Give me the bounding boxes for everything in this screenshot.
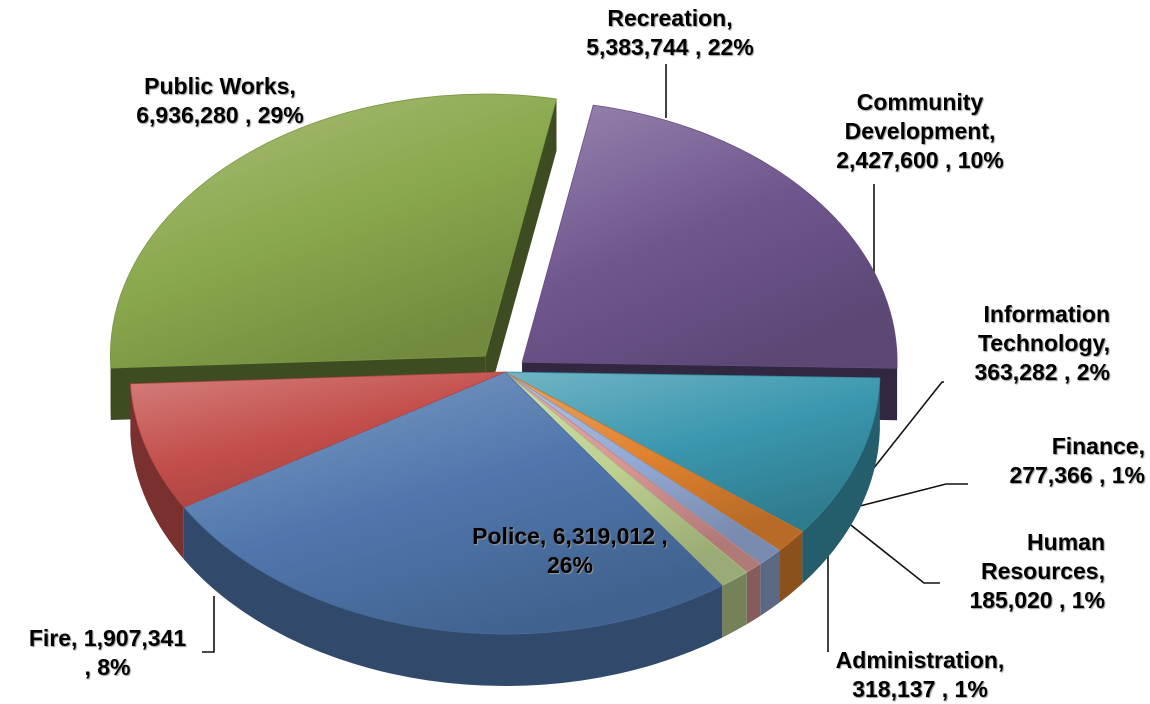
label-finance-line1: Finance,: [1051, 433, 1145, 459]
label-police: Police, 6,319,012 , 26%: [420, 522, 720, 580]
slice-side-human-resources: [746, 563, 761, 625]
label-information-technology-line1: Information: [983, 301, 1111, 327]
slice-cut-public-works-1: [485, 98, 557, 409]
slice-side-community-development: [802, 377, 880, 584]
label-public-works-line1: Public Works,: [144, 73, 296, 99]
label-human-resources-line3: 185,020 , 1%: [969, 587, 1105, 613]
slice-recreation: [521, 104, 898, 369]
label-administration-line1: Administration,: [835, 647, 1005, 673]
slice-side-information-technology: [779, 531, 803, 603]
label-information-technology: Information Technology, 363,282 , 2%: [880, 300, 1110, 387]
slice-side-administration: [722, 572, 747, 638]
label-public-works-line2: 6,936,280 , 29%: [136, 102, 304, 128]
slice-side-finance: [760, 550, 780, 616]
label-community-development-line1: Community: [856, 89, 984, 115]
label-public-works: Public Works, 6,936,280 , 29%: [70, 72, 370, 130]
leader-line-fire: [202, 596, 215, 653]
label-finance: Finance, 277,366 , 1%: [900, 432, 1145, 490]
label-fire-line1: Fire, 1,907,341: [28, 625, 187, 651]
label-human-resources-line1: Human: [1027, 529, 1105, 555]
slice-police: [183, 371, 723, 635]
slice-fire: [129, 371, 506, 508]
slice-side-police: [183, 507, 723, 686]
pie-slices: [109, 93, 898, 686]
label-information-technology-line3: 363,282 , 2%: [974, 359, 1110, 385]
label-human-resources: Human Resources, 185,020 , 1%: [880, 528, 1105, 615]
label-information-technology-line2: Technology,: [977, 330, 1110, 356]
label-community-development-line3: 2,427,600 , 10%: [836, 147, 1004, 173]
leader-lines: [202, 64, 968, 653]
label-administration: Administration, 318,137 , 1%: [780, 646, 1060, 704]
label-recreation-line1: Recreation,: [607, 5, 733, 31]
label-police-line1: Police, 6,319,012 ,: [472, 523, 668, 549]
label-human-resources-line2: Resources,: [980, 558, 1105, 584]
label-community-development: Community Development, 2,427,600 , 10%: [770, 88, 1070, 175]
label-recreation: Recreation, 5,383,744 , 22%: [520, 4, 820, 62]
label-police-line2: 26%: [546, 552, 594, 578]
label-finance-line2: 277,366 , 1%: [1009, 462, 1145, 488]
leader-line-information-technology: [857, 381, 944, 489]
slice-side-fire: [130, 383, 184, 560]
label-fire-line2: , 8%: [84, 654, 131, 680]
label-administration-line2: 318,137 , 1%: [852, 676, 988, 702]
slice-public-works: [109, 93, 558, 369]
leader-line-finance: [851, 483, 968, 509]
leader-line-human-resources: [841, 517, 940, 584]
label-fire: Fire, 1,907,341 , 8%: [0, 624, 215, 682]
slice-community-development: [504, 371, 881, 533]
label-community-development-line2: Development,: [844, 118, 996, 144]
label-recreation-line2: 5,383,744 , 22%: [586, 34, 754, 60]
